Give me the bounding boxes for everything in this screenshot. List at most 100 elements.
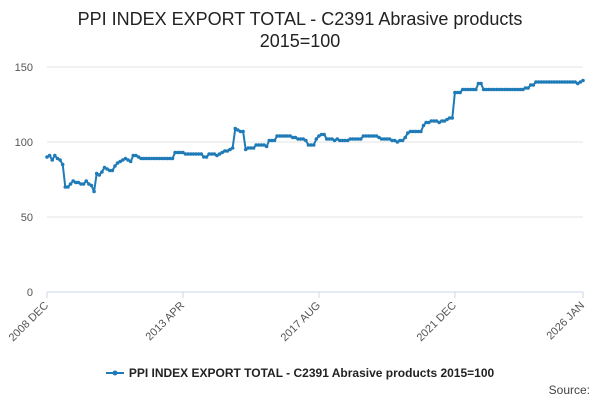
data-point[interactable] xyxy=(523,86,528,90)
data-point[interactable] xyxy=(92,189,96,194)
data-point[interactable] xyxy=(534,80,538,84)
data-point[interactable] xyxy=(144,156,149,161)
data-point[interactable] xyxy=(149,156,154,161)
data-point[interactable] xyxy=(76,180,81,185)
data-point[interactable] xyxy=(50,158,55,162)
data-point[interactable] xyxy=(215,153,219,158)
data-point[interactable] xyxy=(230,146,235,150)
data-point[interactable] xyxy=(139,156,143,161)
data-point[interactable] xyxy=(94,171,99,176)
data-point[interactable] xyxy=(474,87,478,92)
data-point[interactable] xyxy=(259,143,264,147)
data-point[interactable] xyxy=(413,129,418,134)
data-point[interactable] xyxy=(288,134,292,138)
data-point[interactable] xyxy=(55,156,60,161)
data-point[interactable] xyxy=(361,134,366,138)
data-point[interactable] xyxy=(455,90,460,95)
data-point[interactable] xyxy=(432,119,436,123)
data-point[interactable] xyxy=(324,137,329,141)
data-point[interactable] xyxy=(222,149,227,153)
data-point[interactable] xyxy=(392,138,397,143)
source-label[interactable]: Source: xyxy=(548,383,590,397)
data-point[interactable] xyxy=(97,173,102,177)
data-point[interactable] xyxy=(565,80,570,84)
data-point[interactable] xyxy=(128,159,133,164)
data-point[interactable] xyxy=(521,87,525,92)
data-point[interactable] xyxy=(175,150,180,155)
data-point[interactable] xyxy=(181,150,185,155)
data-point[interactable] xyxy=(298,137,303,141)
data-point[interactable] xyxy=(471,87,475,92)
data-point[interactable] xyxy=(502,87,507,92)
data-point[interactable] xyxy=(445,117,449,122)
data-point[interactable] xyxy=(262,143,266,147)
data-point[interactable] xyxy=(71,179,75,183)
data-point[interactable] xyxy=(256,143,261,147)
data-point[interactable] xyxy=(440,119,444,123)
data-point[interactable] xyxy=(335,137,340,141)
data-point[interactable] xyxy=(481,87,486,92)
data-point[interactable] xyxy=(283,134,287,138)
data-point[interactable] xyxy=(264,144,269,149)
data-point[interactable] xyxy=(68,182,73,186)
data-point[interactable] xyxy=(207,152,211,156)
data-point[interactable] xyxy=(183,152,188,156)
data-point[interactable] xyxy=(199,152,204,156)
data-point[interactable] xyxy=(162,156,167,161)
data-point[interactable] xyxy=(408,129,413,134)
legend[interactable]: PPI INDEX EXPORT TOTAL - C2391 Abrasive … xyxy=(0,366,600,380)
data-point[interactable] xyxy=(246,146,251,150)
data-point[interactable] xyxy=(228,147,232,152)
data-point[interactable] xyxy=(60,162,65,167)
data-point[interactable] xyxy=(79,182,83,186)
data-point[interactable] xyxy=(573,80,577,84)
data-point[interactable] xyxy=(134,153,138,158)
data-point[interactable] xyxy=(301,137,306,141)
data-point[interactable] xyxy=(369,134,374,138)
data-point[interactable] xyxy=(45,155,49,159)
data-point[interactable] xyxy=(267,138,272,143)
data-point[interactable] xyxy=(322,132,326,137)
data-point[interactable] xyxy=(123,156,128,161)
data-point[interactable] xyxy=(434,119,439,123)
data-point[interactable] xyxy=(147,156,151,161)
data-point[interactable] xyxy=(236,128,240,132)
data-point[interactable] xyxy=(421,123,426,128)
data-point[interactable] xyxy=(575,81,580,86)
data-point[interactable] xyxy=(314,137,319,141)
data-point[interactable] xyxy=(528,83,533,87)
data-point[interactable] xyxy=(330,137,334,141)
data-point[interactable] xyxy=(251,146,256,150)
data-point[interactable] xyxy=(212,152,217,156)
data-point[interactable] xyxy=(555,80,559,84)
data-point[interactable] xyxy=(458,90,462,95)
data-point[interactable] xyxy=(426,120,431,125)
data-point[interactable] xyxy=(353,137,358,141)
data-point[interactable] xyxy=(447,116,452,120)
data-point[interactable] xyxy=(505,87,509,92)
data-point[interactable] xyxy=(141,156,146,161)
data-point[interactable] xyxy=(107,168,112,173)
data-point[interactable] xyxy=(204,155,209,159)
series-line[interactable] xyxy=(46,79,584,193)
data-point[interactable] xyxy=(460,87,465,92)
data-point[interactable] xyxy=(81,182,86,186)
data-point[interactable] xyxy=(568,80,572,84)
data-point[interactable] xyxy=(549,80,554,84)
data-point[interactable] xyxy=(382,137,387,141)
data-point[interactable] xyxy=(131,153,136,158)
data-point[interactable] xyxy=(358,137,363,141)
data-point[interactable] xyxy=(306,143,311,147)
data-point[interactable] xyxy=(170,156,175,161)
data-point[interactable] xyxy=(115,161,120,165)
data-point[interactable] xyxy=(136,155,141,159)
data-point[interactable] xyxy=(249,146,253,150)
data-point[interactable] xyxy=(581,78,585,83)
data-point[interactable] xyxy=(254,143,258,147)
data-point[interactable] xyxy=(173,150,177,155)
data-point[interactable] xyxy=(492,87,496,92)
data-point[interactable] xyxy=(277,134,282,138)
data-point[interactable] xyxy=(89,183,94,188)
data-point[interactable] xyxy=(225,149,230,153)
data-point[interactable] xyxy=(387,137,392,141)
